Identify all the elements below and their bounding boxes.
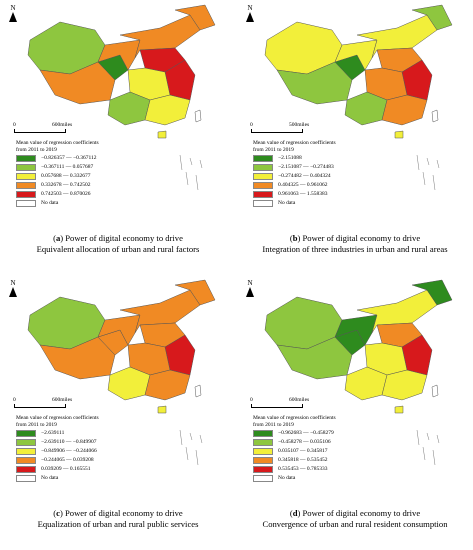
panel-d: N 0 600miles Mean value of regression co… bbox=[237, 275, 473, 550]
legend-swatch bbox=[16, 155, 36, 162]
legend-swatch bbox=[253, 439, 273, 446]
legend-item: −0.458278 — 0.035106 bbox=[253, 439, 393, 447]
scale-bar-c: 0 600miles bbox=[13, 397, 84, 411]
legend-swatch bbox=[16, 466, 36, 473]
legend-item: −2.639111 bbox=[16, 430, 156, 438]
legend-item: −0.962683 — −0.458279 bbox=[253, 430, 393, 438]
legend-c: Mean value of regression coefficients fr… bbox=[16, 415, 156, 483]
caption-b: (b) Power of digital economy to drive In… bbox=[262, 233, 448, 254]
legend-a: Mean value of regression coefficients fr… bbox=[16, 140, 156, 208]
region-northeast bbox=[174, 4, 216, 31]
legend-b: Mean value of regression coefficients fr… bbox=[253, 140, 393, 208]
legend-d: Mean value of regression coefficients fr… bbox=[253, 415, 393, 483]
legend-swatch bbox=[253, 173, 273, 180]
north-arrow-icon bbox=[246, 12, 254, 22]
legend-swatch bbox=[16, 173, 36, 180]
legend-item: −0.367111 — 0.057687 bbox=[16, 164, 156, 172]
map-c bbox=[27, 279, 216, 466]
map-b bbox=[264, 4, 453, 191]
caption-d: (d) Power of digital economy to drive Co… bbox=[262, 508, 448, 529]
legend-item: No data bbox=[253, 200, 393, 208]
map-d bbox=[264, 279, 453, 466]
legend-swatch bbox=[16, 164, 36, 171]
legend-item: No data bbox=[16, 200, 156, 208]
legend-item: −0.244065 — 0.039208 bbox=[16, 457, 156, 465]
legend-swatch bbox=[16, 439, 36, 446]
legend-item: 0.345818 — 0.535452 bbox=[253, 457, 393, 465]
region-tibet bbox=[39, 336, 116, 380]
legend-swatch bbox=[253, 182, 273, 189]
region-tibet bbox=[276, 336, 353, 380]
legend-swatch bbox=[253, 466, 273, 473]
region-taiwan bbox=[431, 384, 439, 398]
legend-item: 0.057688 — 0.332677 bbox=[16, 173, 156, 181]
north-arrow-icon bbox=[9, 287, 17, 297]
region-south bbox=[144, 369, 191, 401]
legend-item: −2.151087 — −0.274483 bbox=[253, 164, 393, 172]
legend-swatch bbox=[16, 200, 36, 207]
north-arrow-b: N bbox=[243, 4, 257, 22]
legend-item: 0.535453 — 0.785333 bbox=[253, 466, 393, 474]
north-arrow-a: N bbox=[6, 4, 20, 22]
legend-item: 0.742503 — 0.870026 bbox=[16, 191, 156, 199]
legend-item: −2.151088 bbox=[253, 155, 393, 163]
legend-item: −0.274482 — 0.404324 bbox=[253, 173, 393, 181]
region-taiwan bbox=[194, 109, 202, 123]
region-taiwan bbox=[194, 384, 202, 398]
legend-item: No data bbox=[253, 475, 393, 483]
north-arrow-c: N bbox=[6, 279, 20, 297]
legend-swatch bbox=[253, 430, 273, 437]
panel-b: N 0 500miles Mean value of regression co… bbox=[237, 0, 473, 275]
caption-c: (c) Power of digital economy to drive Eq… bbox=[37, 508, 199, 529]
legend-item: 0.332678 — 0.742502 bbox=[16, 182, 156, 190]
legend-swatch bbox=[16, 182, 36, 189]
map-a bbox=[27, 4, 216, 191]
legend-swatch bbox=[253, 200, 273, 207]
scale-bar-d: 0 600miles bbox=[250, 397, 321, 411]
legend-item: No data bbox=[16, 475, 156, 483]
region-hainan bbox=[157, 130, 167, 139]
region-taiwan bbox=[431, 109, 439, 123]
region-tibet bbox=[39, 61, 116, 105]
legend-item: 0.039209 — 0.165551 bbox=[16, 466, 156, 474]
legend-swatch bbox=[16, 430, 36, 437]
legend-item: −0.849906 — −0.244066 bbox=[16, 448, 156, 456]
region-northeast bbox=[174, 279, 216, 306]
legend-swatch bbox=[253, 457, 273, 464]
legend-swatch bbox=[253, 191, 273, 198]
legend-item: 0.035107 — 0.345817 bbox=[253, 448, 393, 456]
region-hainan bbox=[157, 405, 167, 414]
legend-item: 0.961063 — 1.558383 bbox=[253, 191, 393, 199]
scale-bar-a: 0 600miles bbox=[13, 122, 84, 136]
legend-swatch bbox=[16, 475, 36, 482]
north-arrow-d: N bbox=[243, 279, 257, 297]
caption-a: (a) Power of digital economy to drive Eq… bbox=[36, 233, 200, 254]
legend-item: −0.826357 — −0.367112 bbox=[16, 155, 156, 163]
region-south bbox=[381, 94, 428, 126]
region-tibet bbox=[276, 61, 353, 105]
north-arrow-icon bbox=[246, 287, 254, 297]
region-northeast bbox=[411, 4, 453, 31]
legend-swatch bbox=[253, 448, 273, 455]
region-northeast bbox=[411, 279, 453, 306]
panel-a: N 0 600miles Mean value of regression co… bbox=[0, 0, 236, 275]
region-south bbox=[381, 369, 428, 401]
region-hainan bbox=[394, 405, 404, 414]
panel-c: N 0 600miles Mean value of regression co… bbox=[0, 275, 236, 550]
legend-swatch bbox=[16, 448, 36, 455]
region-south bbox=[144, 94, 191, 126]
legend-item: 0.404325 — 0.961062 bbox=[253, 182, 393, 190]
legend-swatch bbox=[253, 475, 273, 482]
legend-swatch bbox=[253, 164, 273, 171]
legend-swatch bbox=[16, 191, 36, 198]
legend-swatch bbox=[16, 457, 36, 464]
scale-bar-b: 0 500miles bbox=[250, 122, 321, 136]
north-arrow-icon bbox=[9, 12, 17, 22]
legend-swatch bbox=[253, 155, 273, 162]
region-hainan bbox=[394, 130, 404, 139]
legend-item: −2.639110 — −0.849907 bbox=[16, 439, 156, 447]
